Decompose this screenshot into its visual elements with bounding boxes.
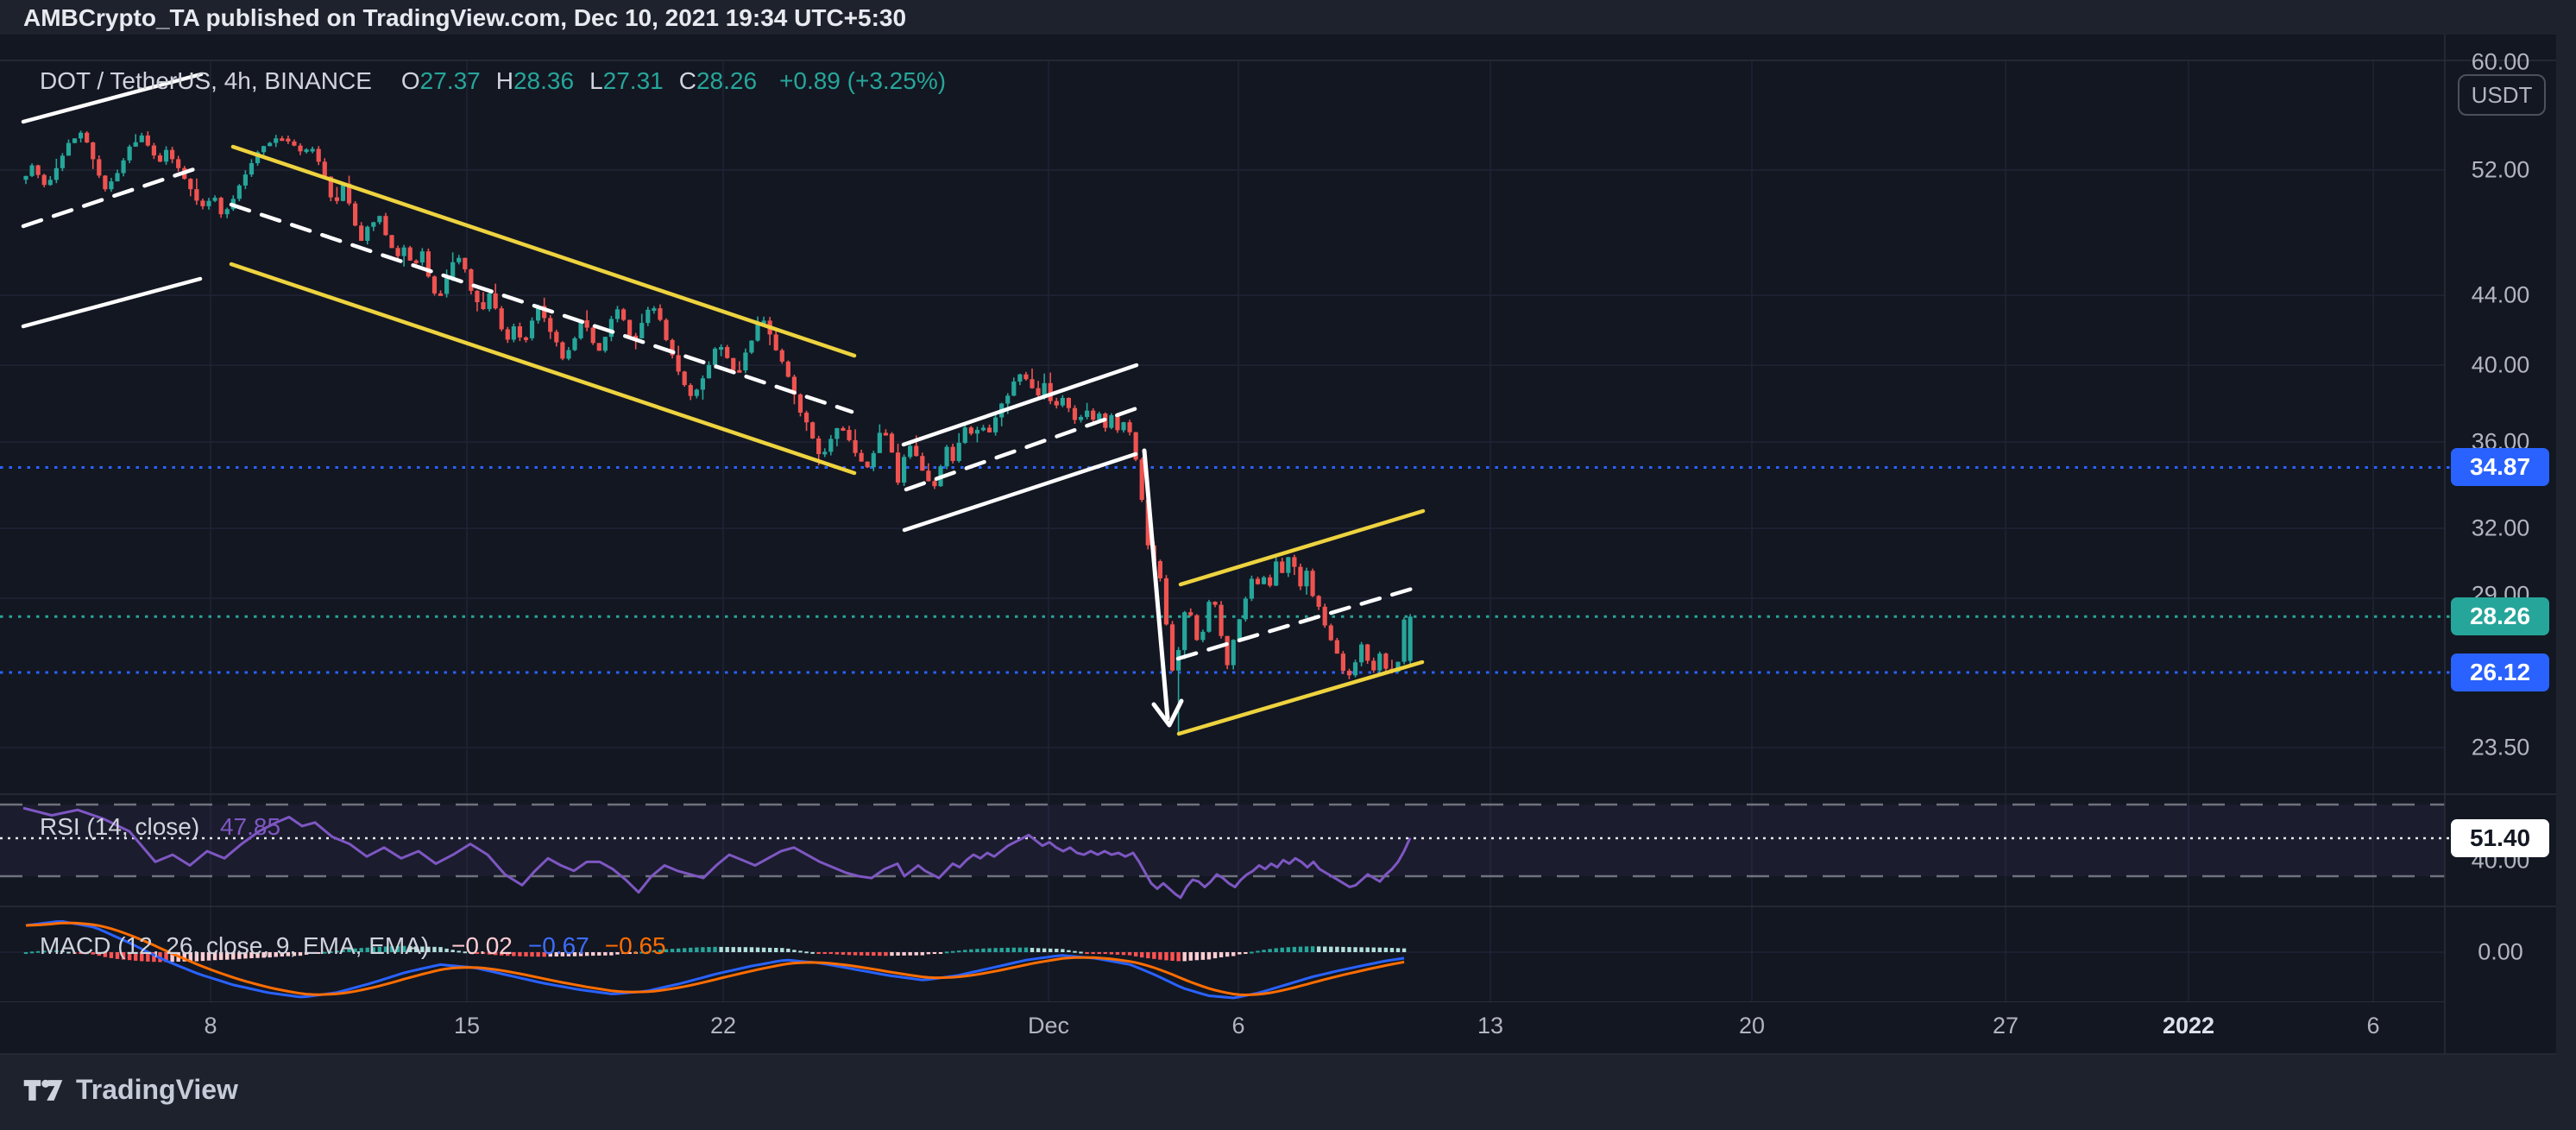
macd-value: −0.65 [604,932,666,959]
price-badge: 26.12 [2451,653,2549,691]
time-axis-label[interactable]: Dec [1027,1013,1070,1038]
macd-value: −0.67 [527,932,589,959]
price-axis-label: 44.00 [2471,281,2530,308]
time-axis[interactable]: 8 15 22 Dec 6 13 20 27 2022 6 [0,1001,2445,1056]
price-axis-label: 40.00 [2471,351,2530,378]
time-axis-label[interactable]: 22 [709,1013,737,1038]
rsi-value: 47.85 [219,813,281,840]
candles-layer [23,130,1413,735]
time-axis-label[interactable]: 6 [1231,1013,1245,1038]
price-axis-label: 0.00 [2478,938,2523,965]
symbol-legend: DOT / TetherUS, 4h, BINANCE O27.37 H28.36 L… [40,67,946,95]
trend-drawings [21,72,1426,736]
ohlc-values: O27.37 H28.36 L27.31 C28.26 +0.89 (+3.25%) [401,67,946,94]
macd-value: −0.02 [451,932,513,959]
price-axis[interactable]: USDT 60.00 52.00 44.00 40.00 36.00 32.00 29.00… [2445,35,2556,1055]
time-axis-label[interactable]: 20 [1738,1013,1766,1038]
rsi-plot [22,806,1412,900]
ohlc-l: L27.31 [589,67,664,94]
pane-borders [0,35,2556,1055]
time-axis-label[interactable]: 15 [453,1013,481,1038]
currency-toggle-button[interactable]: USDT [2458,74,2546,116]
tradingview-logo-icon [23,1079,63,1101]
rsi-band [0,803,2458,878]
time-axis-label[interactable]: 2022 [2162,1013,2215,1038]
chart-area[interactable]: DOT / TetherUS, 4h, BINANCE O27.37 H28.36 L… [0,35,2556,1055]
publish-header: AMBCrypto_TA published on TradingView.co… [23,4,907,31]
price-badge: 28.26 [2451,597,2549,635]
rsi-label[interactable]: RSI (14, close) [40,813,200,840]
price-axis-label: 23.50 [2471,734,2530,761]
ohlc-o: O27.37 [400,67,481,94]
tradingview-attribution[interactable]: TradingView [23,1074,238,1106]
price-level-lines [0,465,2458,674]
symbol-title[interactable]: DOT / TetherUS, 4h, BINANCE [40,67,372,94]
price-badge: 51.40 [2451,819,2549,857]
macd-legend: MACD (12, 26, close, 9, EMA, EMA) −0.02−… [40,932,666,960]
chart-canvas[interactable] [0,35,2556,1055]
time-axis-label[interactable]: 27 [1992,1013,2019,1038]
tradingview-logo-text: TradingView [76,1074,238,1105]
macd-values: −0.02 −0.67 −0.65 [436,932,666,959]
macd-plot [23,919,1407,1000]
change-value: +0.89 (+3.25%) [779,67,947,94]
time-axis-label[interactable]: 6 [2366,1013,2380,1038]
macd-label[interactable]: MACD (12, 26, close, 9, EMA, EMA) [40,932,430,959]
rsi-legend: RSI (14, close) 47.85 [40,813,280,841]
price-axis-label: 60.00 [2471,48,2530,75]
time-axis-label[interactable]: 8 [204,1013,217,1038]
price-axis-label: 32.00 [2471,514,2530,541]
price-badge: 34.87 [2451,448,2549,486]
time-axis-label[interactable]: 13 [1477,1013,1504,1038]
price-axis-label: 52.00 [2471,156,2530,183]
ohlc-h: H28.36 [495,67,575,94]
ohlc-c: C28.26 [678,67,758,94]
